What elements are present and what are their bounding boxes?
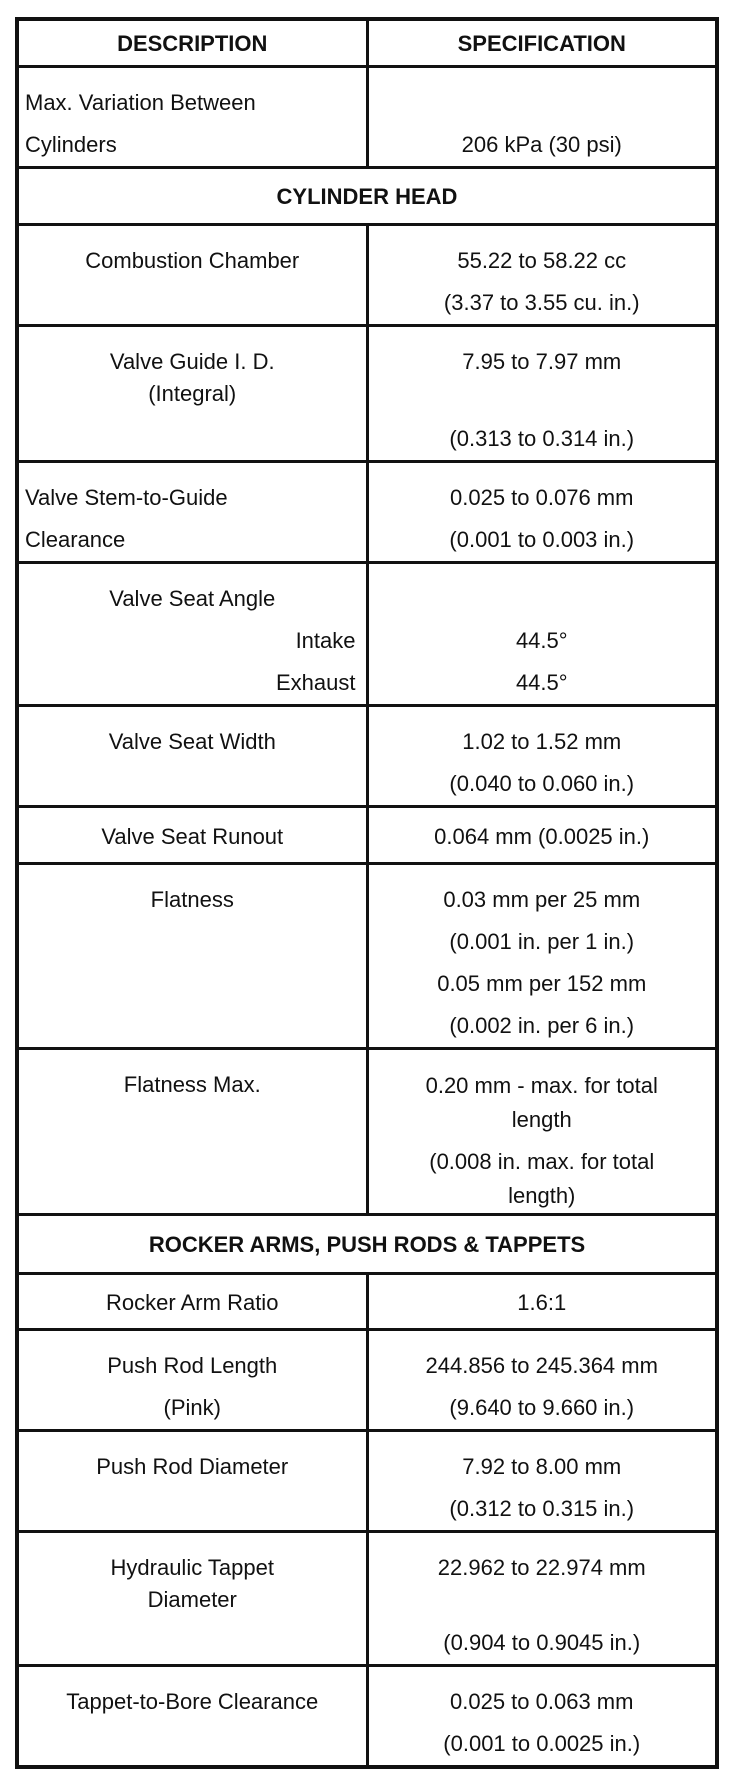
specification-cell: 22.962 to 22.974 mm (0.904 to 0.9045 in.…	[365, 1530, 719, 1667]
specification-line: 22.962 to 22.974 mm	[437, 1555, 646, 1580]
description-cell: Valve Seat Angle Intake Exhaust	[15, 561, 369, 707]
specification-line: (9.640 to 9.660 in.)	[449, 1395, 635, 1420]
table-row: Push Rod Length (Pink) 244.856 to 245.36…	[15, 1328, 719, 1432]
specification-line: (0.904 to 0.9045 in.)	[443, 1630, 641, 1655]
specification-line: 0.025 to 0.063 mm	[450, 1689, 634, 1714]
intake-label: Intake	[295, 628, 356, 653]
table-row: Valve Stem-to-Guide Clearance 0.025 to 0…	[15, 460, 719, 564]
table-header-row: DESCRIPTION SPECIFICATION	[15, 17, 719, 68]
specification-cell: 7.92 to 8.00 mm (0.312 to 0.315 in.)	[365, 1429, 719, 1533]
specification-line: 7.95 to 7.97 mm	[462, 349, 622, 374]
table-row: Combustion Chamber 55.22 to 58.22 cc (3.…	[15, 223, 719, 327]
description-line: (Pink)	[163, 1395, 221, 1420]
specification-cell: 0.025 to 0.063 mm (0.001 to 0.0025 in.)	[365, 1664, 719, 1769]
table-row: Hydraulic Tappet Diameter 22.962 to 22.9…	[15, 1530, 719, 1667]
exhaust-value: 44.5°	[515, 670, 568, 695]
specification-line: 0.05 mm per 152 mm	[437, 971, 647, 996]
table-row: Flatness Max. 0.20 mm - max. for total l…	[15, 1047, 719, 1216]
specification-cell: 0.064 mm (0.0025 in.)	[365, 805, 719, 865]
specification-line: (0.040 to 0.060 in.)	[449, 771, 635, 796]
description-cell: Push Rod Length (Pink)	[15, 1328, 369, 1432]
specification-line: (0.001 to 0.003 in.)	[449, 527, 635, 552]
specification-line: (0.312 to 0.315 in.)	[449, 1496, 635, 1521]
specification-cell: 0.025 to 0.076 mm (0.001 to 0.003 in.)	[365, 460, 719, 564]
specification-line: 0.03 mm per 25 mm	[443, 887, 641, 912]
description-line: Cylinders	[25, 132, 117, 157]
specification-cell: 44.5° 44.5°	[365, 561, 719, 707]
description-cell: Flatness Max.	[15, 1047, 369, 1216]
column-header-specification: SPECIFICATION	[365, 17, 719, 68]
specification-cell: 1.6:1	[365, 1272, 719, 1331]
specification-line: (0.001 to 0.0025 in.)	[443, 1731, 641, 1756]
specification-cell: 1.02 to 1.52 mm (0.040 to 0.060 in.)	[365, 704, 719, 808]
section-header-cylinder-head: CYLINDER HEAD	[15, 166, 719, 226]
specification-cell: 55.22 to 58.22 cc (3.37 to 3.55 cu. in.)	[365, 223, 719, 327]
table-row: Rocker Arm Ratio 1.6:1	[15, 1272, 719, 1331]
description-line: Clearance	[25, 527, 126, 552]
description-cell: Valve Seat Runout	[15, 805, 369, 865]
specification-line: 244.856 to 245.364 mm	[425, 1353, 658, 1378]
description-cell: Valve Seat Width	[15, 704, 369, 808]
specification-line: 206 kPa (30 psi)	[461, 132, 622, 157]
description-cell: Push Rod Diameter	[15, 1429, 369, 1533]
description-line: (Integral)	[148, 381, 237, 406]
specification-line: (0.008 in. max. for total length)	[429, 1149, 655, 1208]
specification-cell: 7.95 to 7.97 mm (0.313 to 0.314 in.)	[365, 324, 719, 463]
description-cell: Flatness	[15, 862, 369, 1050]
description-cell: Valve Guide I. D. (Integral)	[15, 324, 369, 463]
description-cell: Rocker Arm Ratio	[15, 1272, 369, 1331]
specification-line: (0.002 in. per 6 in.)	[449, 1013, 635, 1038]
section-header-row: CYLINDER HEAD	[15, 166, 719, 226]
table-row: Valve Seat Angle Intake Exhaust 44.5° 44…	[15, 561, 719, 707]
table-row: Valve Seat Width 1.02 to 1.52 mm (0.040 …	[15, 704, 719, 808]
specification-line: 0.025 to 0.076 mm	[450, 485, 634, 510]
description-line: Hydraulic Tappet	[110, 1555, 274, 1580]
section-header-rocker-arms: ROCKER ARMS, PUSH RODS & TAPPETS	[15, 1213, 719, 1275]
table-row: Valve Seat Runout 0.064 mm (0.0025 in.)	[15, 805, 719, 865]
description-cell: Combustion Chamber	[15, 223, 369, 327]
specification-line: (3.37 to 3.55 cu. in.)	[443, 290, 640, 315]
description-line: Diameter	[147, 1587, 237, 1612]
table-row: Tappet-to-Bore Clearance 0.025 to 0.063 …	[15, 1664, 719, 1769]
table-row: Push Rod Diameter 7.92 to 8.00 mm (0.312…	[15, 1429, 719, 1533]
description-cell: Valve Stem-to-Guide Clearance	[15, 460, 369, 564]
specification-line: 7.92 to 8.00 mm	[462, 1454, 622, 1479]
specification-cell: 206 kPa (30 psi)	[365, 65, 719, 169]
specification-line: 0.20 mm - max. for total length	[425, 1073, 658, 1132]
exhaust-label: Exhaust	[276, 670, 356, 695]
table-row: Max. Variation Between Cylinders 206 kPa…	[15, 65, 719, 169]
description-cell: Max. Variation Between Cylinders	[15, 65, 369, 169]
specification-table: DESCRIPTION SPECIFICATION Max. Variation…	[15, 17, 719, 1769]
section-header-row: ROCKER ARMS, PUSH RODS & TAPPETS	[15, 1213, 719, 1275]
specification-line: (0.001 in. per 1 in.)	[449, 929, 635, 954]
description-line: Valve Stem-to-Guide	[25, 485, 228, 510]
description-line: Push Rod Length	[107, 1353, 278, 1378]
description-cell: Tappet-to-Bore Clearance	[15, 1664, 369, 1769]
column-header-description: DESCRIPTION	[15, 17, 369, 68]
specification-cell: 0.03 mm per 25 mm (0.001 in. per 1 in.) …	[365, 862, 719, 1050]
description-line: Valve Guide I. D.	[109, 349, 275, 374]
specification-line: (0.313 to 0.314 in.)	[449, 426, 635, 451]
specification-cell: 244.856 to 245.364 mm (9.640 to 9.660 in…	[365, 1328, 719, 1432]
description-line: Max. Variation Between	[25, 90, 256, 115]
description-line: Valve Seat Angle	[109, 586, 276, 611]
specification-cell: 0.20 mm - max. for total length (0.008 i…	[365, 1047, 719, 1216]
table-row: Flatness 0.03 mm per 25 mm (0.001 in. pe…	[15, 862, 719, 1050]
specification-line: 55.22 to 58.22 cc	[457, 248, 627, 273]
specification-line: 1.02 to 1.52 mm	[462, 729, 622, 754]
table-row: Valve Guide I. D. (Integral) 7.95 to 7.9…	[15, 324, 719, 463]
description-cell: Hydraulic Tappet Diameter	[15, 1530, 369, 1667]
intake-value: 44.5°	[515, 628, 568, 653]
